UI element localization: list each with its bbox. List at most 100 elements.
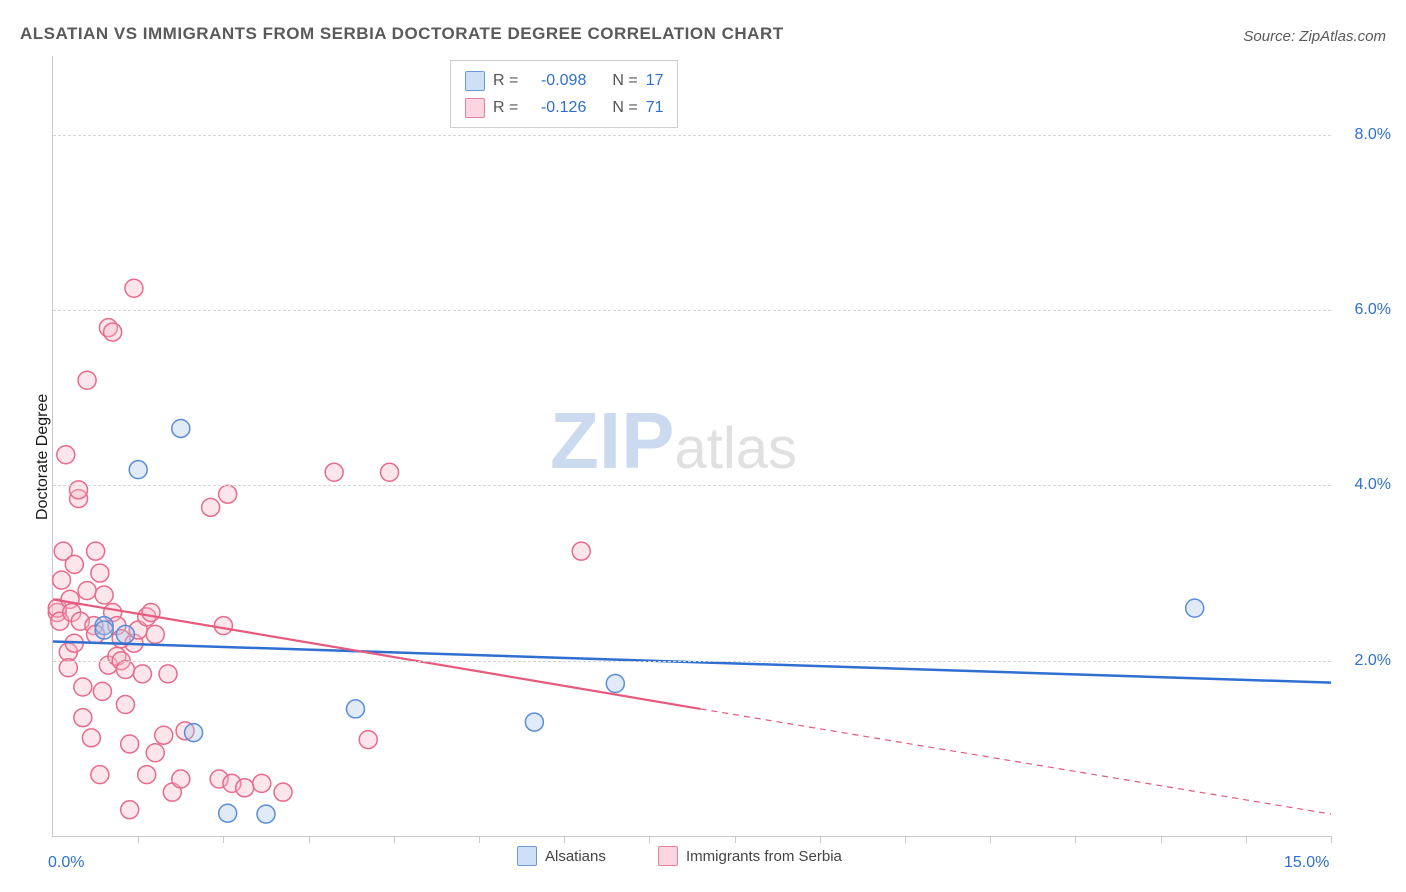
data-point	[572, 542, 590, 560]
legend-row: R = -0.126 N = 71	[465, 94, 663, 121]
data-point	[138, 766, 156, 784]
legend-swatch	[658, 846, 678, 866]
n-label: N =	[612, 94, 637, 121]
legend-swatch	[465, 71, 485, 91]
x-tick-mark	[820, 836, 821, 843]
data-point	[116, 625, 134, 643]
y-tick-label: 4.0%	[1336, 476, 1391, 494]
legend-row: R = -0.098 N = 17	[465, 67, 663, 94]
r-label: R =	[493, 67, 518, 94]
data-point	[70, 481, 88, 499]
data-point	[78, 371, 96, 389]
x-tick-mark	[479, 836, 480, 843]
data-point	[116, 660, 134, 678]
data-point	[82, 729, 100, 747]
legend-label: Alsatians	[545, 848, 606, 865]
y-axis-title: Doctorate Degree	[34, 394, 52, 520]
data-point	[142, 604, 160, 622]
data-point	[133, 665, 151, 683]
source-attribution: Source: ZipAtlas.com	[1243, 28, 1386, 45]
data-point	[172, 770, 190, 788]
data-point	[87, 542, 105, 560]
data-point	[214, 617, 232, 635]
source-prefix: Source:	[1243, 28, 1299, 45]
data-point	[219, 485, 237, 503]
data-point	[95, 621, 113, 639]
data-point	[121, 735, 139, 753]
data-point	[346, 700, 364, 718]
data-point	[381, 463, 399, 481]
data-point	[74, 709, 92, 727]
legend-swatch	[465, 98, 485, 118]
gridline	[53, 310, 1331, 311]
data-point	[57, 446, 75, 464]
data-point	[525, 713, 543, 731]
gridline	[53, 661, 1331, 662]
data-point	[125, 279, 143, 297]
data-point	[95, 586, 113, 604]
x-tick-mark	[905, 836, 906, 843]
x-tick-mark	[223, 836, 224, 843]
r-value: -0.126	[526, 94, 586, 121]
gridline	[53, 135, 1331, 136]
data-point	[606, 675, 624, 693]
data-point	[1186, 599, 1204, 617]
data-point	[93, 682, 111, 700]
y-tick-label: 8.0%	[1336, 126, 1391, 144]
data-point	[219, 804, 237, 822]
watermark: ZIPatlas	[550, 395, 797, 487]
x-tick-mark	[309, 836, 310, 843]
data-point	[53, 571, 71, 589]
legend-swatch	[517, 846, 537, 866]
x-tick-mark	[1331, 836, 1332, 843]
data-point	[236, 779, 254, 797]
data-point	[325, 463, 343, 481]
data-point	[185, 724, 203, 742]
series-legend-item: Immigrants from Serbia	[658, 846, 842, 866]
regression-line	[701, 709, 1331, 814]
data-point	[129, 461, 147, 479]
n-value: 17	[646, 67, 664, 94]
watermark-atlas: atlas	[674, 415, 797, 482]
data-point	[104, 323, 122, 341]
x-tick-label: 15.0%	[1284, 854, 1329, 872]
x-tick-mark	[1246, 836, 1247, 843]
x-tick-mark	[394, 836, 395, 843]
data-point	[91, 766, 109, 784]
data-point	[91, 564, 109, 582]
r-value: -0.098	[526, 67, 586, 94]
legend-label: Immigrants from Serbia	[686, 848, 842, 865]
data-point	[116, 696, 134, 714]
data-point	[155, 726, 173, 744]
data-point	[121, 801, 139, 819]
y-tick-label: 6.0%	[1336, 301, 1391, 319]
data-point	[146, 625, 164, 643]
series-legend-item: Alsatians	[517, 846, 606, 866]
regression-line	[53, 599, 701, 709]
x-tick-mark	[1075, 836, 1076, 843]
data-point	[359, 731, 377, 749]
x-tick-label: 0.0%	[48, 854, 84, 872]
r-label: R =	[493, 94, 518, 121]
data-point	[74, 678, 92, 696]
x-tick-mark	[564, 836, 565, 843]
regression-line	[53, 641, 1331, 682]
data-point	[172, 419, 190, 437]
source-name: ZipAtlas.com	[1299, 28, 1386, 45]
x-tick-mark	[735, 836, 736, 843]
data-point	[78, 582, 96, 600]
x-tick-mark	[649, 836, 650, 843]
data-point	[257, 805, 275, 823]
data-point	[65, 555, 83, 573]
data-point	[146, 744, 164, 762]
x-tick-mark	[138, 836, 139, 843]
n-label: N =	[612, 67, 637, 94]
correlation-legend: R = -0.098 N = 17 R = -0.126 N = 71	[450, 60, 678, 128]
data-point	[202, 498, 220, 516]
n-value: 71	[646, 94, 664, 121]
data-point	[253, 774, 271, 792]
x-tick-mark	[1161, 836, 1162, 843]
chart-title: ALSATIAN VS IMMIGRANTS FROM SERBIA DOCTO…	[20, 24, 784, 44]
data-point	[159, 665, 177, 683]
x-tick-mark	[990, 836, 991, 843]
